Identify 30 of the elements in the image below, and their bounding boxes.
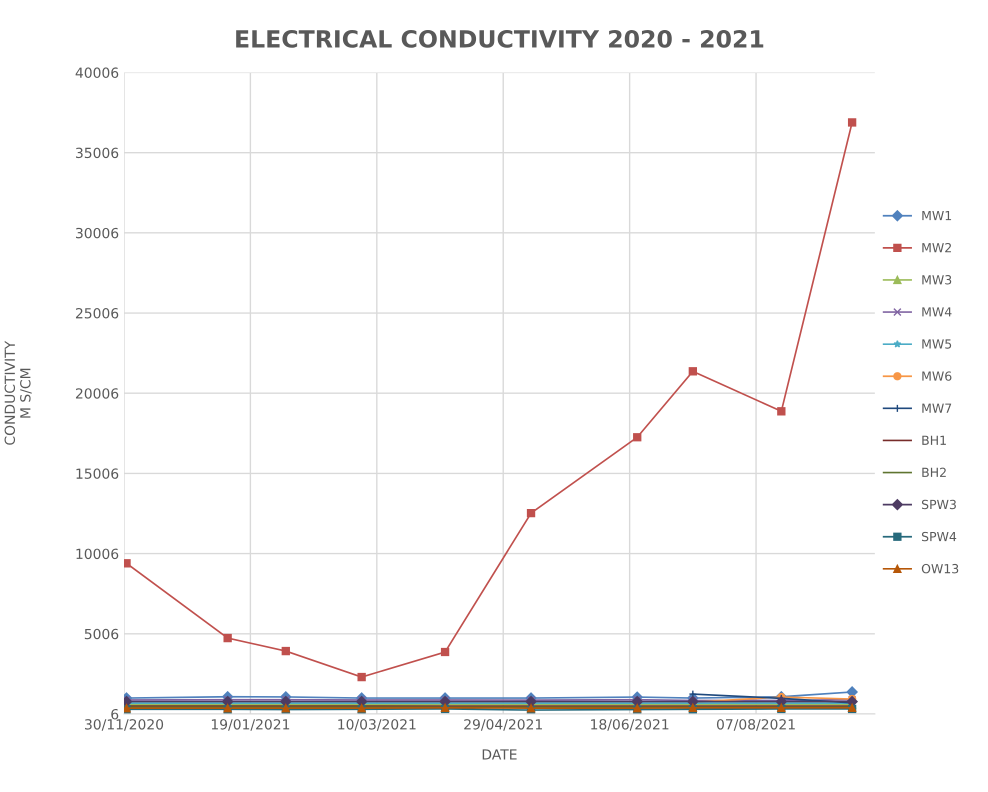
x-tick-label: 30/11/2020 [85,719,164,731]
legend-label: MW2 [922,242,951,252]
legend-label: BH2 [922,468,946,477]
y-tick-label: 15006 [76,468,118,479]
y-tick-label: 40006 [76,67,118,78]
chart-title: ELECTRICAL CONDUCTIVITY 2020 - 2021 [236,30,764,48]
x-tick-label: 19/01/2021 [212,719,290,731]
x-tick-label: 10/03/2021 [338,719,416,731]
x-tick-label: 29/04/2021 [464,719,542,731]
legend-label: BH1 [922,436,946,445]
legend-label: MW4 [922,307,952,316]
legend-label: SPW3 [922,500,956,510]
legend-label: MW1 [922,211,952,220]
legend-label: MW3 [922,275,952,285]
y-tick-label: 20006 [76,388,118,399]
legend-label: SPW4 [922,532,956,542]
x-tick-label: 07/08/2021 [716,719,795,731]
y-tick-label: 30006 [76,228,118,238]
y-tick-label: 10006 [76,548,118,560]
y-axis-title: CONDUCTIVITY M S/CM [4,340,32,445]
x-axis-title: DATE [482,749,517,760]
y-tick-label: 6 [111,708,118,720]
legend-label: OW13 [922,564,958,574]
y-tick-label: 5006 [84,628,118,640]
y-tick-label: 25006 [76,308,118,319]
legend-label: MW5 [922,339,952,349]
legend-label: MW7 [922,404,952,413]
x-tick-label: 18/06/2021 [591,719,668,731]
legend-label: MW6 [922,371,952,381]
y-tick-label: 35006 [76,148,118,158]
